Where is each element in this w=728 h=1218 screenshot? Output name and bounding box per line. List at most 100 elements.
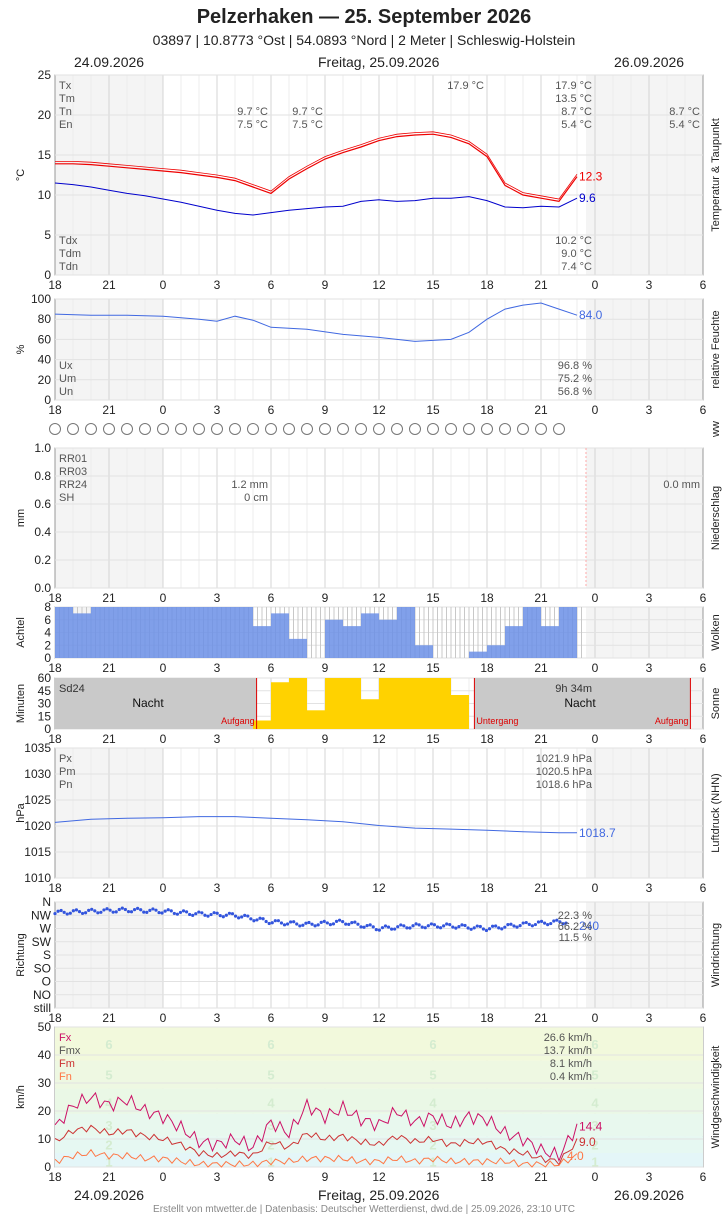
x-tick-label: 0 [592, 661, 599, 675]
wind-direction-dot [184, 910, 189, 914]
wind-direction-dot [246, 914, 250, 918]
x-tick-label: 3 [646, 661, 653, 675]
y-tick-label: 0 [44, 722, 51, 736]
wind-direction-dot [240, 915, 244, 919]
wind-direction-dot [515, 925, 519, 929]
station-info: 03897 | 10.8773 °Ost | 54.0893 °Nord | 2… [152, 32, 576, 48]
y-tick-label: NO [33, 988, 51, 1002]
y-tick-label: SO [34, 961, 51, 975]
x-tick-label: 3 [214, 732, 221, 746]
ww-symbol [85, 423, 97, 435]
wind-direction-dot [261, 917, 265, 921]
date-left-bottom: 24.09.2026 [74, 1187, 145, 1203]
wind-direction-dot [396, 925, 400, 929]
wind-direction-dot [310, 922, 314, 926]
x-tick-label: 21 [534, 278, 548, 292]
stat-day-value: 8.7 °C [561, 106, 592, 118]
stat-label: Tdx [59, 235, 78, 247]
gust-line [54, 1091, 578, 1163]
wind-direction-dot [172, 911, 176, 916]
x-tick-label: 3 [214, 403, 221, 417]
y-tick-label: 30 [38, 697, 52, 711]
x-tick-label: 15 [426, 661, 440, 675]
side-label: Wolken [710, 614, 722, 650]
wind-direction-dot [237, 916, 241, 920]
x-tick-label: 18 [480, 1011, 494, 1025]
x-tick-label: 0 [160, 278, 167, 292]
wind-direction-dot [533, 922, 538, 927]
wind-direction-dot [539, 919, 544, 923]
y-tick-label: still [34, 1001, 51, 1015]
wind-direction-dot [203, 913, 207, 917]
stat-day-value: 13.5 °C [555, 93, 592, 105]
wind-direction-dot [145, 910, 149, 914]
y-tick-label: 1035 [24, 741, 51, 755]
stat-prev-value: 9.7 °C [237, 106, 268, 118]
stat-day-value: 75.2 % [558, 373, 592, 385]
wind-direction-dot [555, 918, 559, 922]
cloud-bar [541, 626, 559, 658]
cloud-bar [289, 638, 307, 658]
y-tick-label: 50 [38, 1020, 52, 1034]
y-tick-label: 5 [44, 228, 51, 242]
wind-direction-dot [478, 924, 482, 929]
wind-direction-dot [328, 923, 332, 927]
x-tick-label: 6 [268, 881, 275, 895]
side-label: relative Feuchte [710, 310, 722, 388]
wind-direction-dot [383, 924, 388, 928]
wind-direction-dot [322, 919, 326, 923]
pressure-end-label: 1018.7 [579, 826, 616, 840]
x-tick-label: 18 [480, 881, 494, 895]
y-axis-label: °C [15, 169, 27, 181]
stat-label: RR24 [59, 479, 87, 491]
credit-line: Erstellt von mtwetter.de | Datenbasis: D… [153, 1204, 575, 1215]
y-tick-label: 10 [38, 1132, 52, 1146]
side-label: Windgeschwindigkeit [710, 1046, 722, 1149]
side-label: Windrichtung [710, 923, 722, 987]
side-label: Niederschlag [710, 486, 722, 550]
wind-direction-dot [151, 907, 155, 911]
wind-direction-dot [350, 921, 354, 925]
wind-direction-dot [178, 910, 183, 915]
x-tick-label: 0 [160, 661, 167, 675]
wind-direction-dot [295, 922, 299, 926]
wind-direction-dot [307, 920, 311, 925]
beaufort-number: 5 [105, 1068, 112, 1083]
ww-symbol [67, 423, 79, 435]
wind-direction-dot [148, 908, 152, 912]
stat-label: Tn [59, 106, 72, 118]
x-tick-label: 6 [268, 1011, 275, 1025]
wind-direction-dot [209, 912, 213, 917]
y-axis-label: hPa [15, 802, 27, 822]
wind-direction-dot [68, 911, 72, 915]
beaufort-number: 6 [429, 1037, 436, 1052]
y-tick-label: 20 [38, 1104, 52, 1118]
stat-prev-value: 0 cm [244, 492, 268, 504]
wind-direction-dot [344, 922, 348, 926]
wind-direction-dot [558, 920, 562, 924]
night-band [474, 678, 691, 729]
wind-direction-dot [56, 909, 60, 913]
ww-symbol [229, 423, 241, 435]
dewpoint-end-label: 9.6 [579, 191, 596, 205]
wind-direction-dot [191, 913, 195, 917]
x-tick-label: 6 [268, 278, 275, 292]
side-label: Sonne [710, 688, 722, 720]
wind-direction-dot [117, 907, 121, 912]
wind-direction-dot [337, 918, 342, 922]
wind-direction-dot [105, 907, 109, 911]
wind-direction-dot [393, 927, 397, 931]
beaufort-number: 3 [105, 1118, 112, 1133]
wind-direction-dot [481, 927, 485, 931]
y-tick-label: N [42, 895, 51, 909]
ww-symbol [553, 423, 565, 435]
cloud-bar [253, 626, 271, 658]
beaufort-number: 3 [429, 1118, 436, 1133]
cloud-bar [559, 607, 577, 658]
wind-direction-dot [221, 915, 225, 919]
side-label: Temperatur & Taupunkt [710, 118, 722, 232]
ww-symbol [445, 423, 457, 435]
cloud-bar [397, 607, 415, 658]
x-tick-label: 15 [426, 403, 440, 417]
stat-day-value: 1021.9 hPa [536, 753, 593, 765]
